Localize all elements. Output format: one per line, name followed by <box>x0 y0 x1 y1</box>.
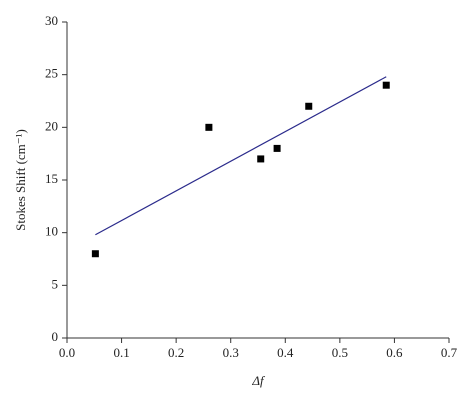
y-tick-label: 25 <box>45 66 58 81</box>
x-tick-label: 0.7 <box>441 345 458 360</box>
data-point <box>257 155 265 163</box>
x-tick-label: 0.0 <box>59 345 75 360</box>
data-point <box>382 81 390 89</box>
x-tick-label: 0.1 <box>113 345 129 360</box>
y-tick-label: 20 <box>45 118 58 133</box>
x-tick-label: 0.2 <box>168 345 184 360</box>
y-axis-label: Stokes Shift (cm⁻¹) <box>13 129 28 231</box>
data-point <box>273 144 281 152</box>
x-tick-label: 0.5 <box>332 345 348 360</box>
y-tick-label: 5 <box>52 276 59 291</box>
y-tick-label: 30 <box>45 13 58 28</box>
data-point <box>305 102 313 110</box>
x-axis-label: Δf <box>251 373 266 388</box>
y-tick-label: 10 <box>45 224 58 239</box>
y-tick-label: 15 <box>45 171 58 186</box>
data-point <box>91 250 99 258</box>
data-point <box>205 123 213 131</box>
x-tick-label: 0.4 <box>277 345 294 360</box>
fit-line <box>95 76 387 236</box>
x-tick-label: 0.6 <box>386 345 403 360</box>
x-tick-label: 0.3 <box>223 345 239 360</box>
y-tick-label: 0 <box>52 329 59 344</box>
